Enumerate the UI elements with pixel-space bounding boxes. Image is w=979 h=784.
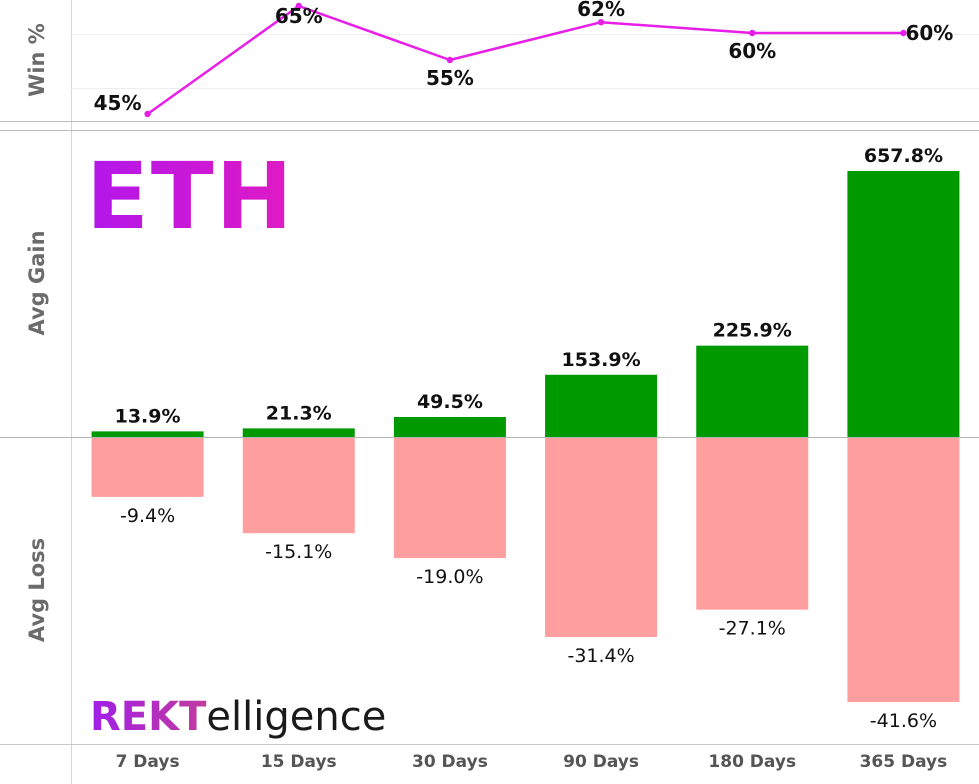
loss-bars	[91, 437, 960, 702]
loss-bar	[393, 437, 506, 559]
category-label: 180 Days	[708, 752, 796, 772]
gain-value-label: 49.5%	[417, 391, 483, 413]
gain-value-label: 225.9%	[713, 320, 792, 342]
gain-value-label: 153.9%	[562, 349, 641, 371]
gain-axis-title: Avg Gain	[25, 230, 49, 335]
gain-bar	[91, 431, 204, 437]
bar-labels: -9.4% 13.9% -15.1% 21.3% -19.0% 49.5% -31.4% 15…	[115, 145, 943, 732]
win-rate-point	[749, 29, 756, 37]
win-rate-point	[597, 19, 605, 26]
brand-suffix: elligence	[206, 694, 386, 740]
loss-value-label: -31.4%	[567, 645, 634, 667]
category-label: 365 Days	[860, 752, 948, 772]
loss-value-label: -19.0%	[416, 566, 483, 588]
win-rate-label: 45%	[94, 91, 142, 115]
category-label: 15 Days	[261, 752, 337, 772]
gain-value-label: 13.9%	[115, 405, 181, 427]
loss-value-label: -41.6%	[870, 710, 937, 732]
gain-value-label: 21.3%	[266, 402, 332, 424]
win-rate-point	[446, 56, 454, 64]
loss-value-label: -27.1%	[719, 618, 786, 640]
win-rate-point	[900, 29, 907, 37]
loss-bar	[696, 437, 809, 610]
loss-bar	[242, 437, 355, 534]
gain-bar	[545, 374, 658, 437]
loss-bar	[847, 437, 960, 702]
gain-value-label: 657.8%	[864, 145, 943, 167]
loss-bar	[91, 437, 204, 497]
loss-bar	[545, 437, 658, 638]
loss-axis-title: Avg Loss	[25, 538, 49, 642]
win-rate-label: 62%	[577, 0, 625, 21]
category-label: 90 Days	[563, 752, 639, 772]
win-rate-line: 45% 65% 55% 62% 60% 60%	[94, 0, 953, 118]
win-rate-polyline	[146, 4, 904, 116]
brand-prefix: REKT	[90, 694, 207, 740]
gain-bar	[242, 428, 355, 437]
win-rate-point	[295, 2, 302, 10]
category-label: 7 Days	[116, 752, 180, 772]
win-rate-point	[144, 110, 151, 118]
category-label: 30 Days	[412, 752, 488, 772]
gain-bar	[696, 345, 809, 437]
brand-logo: REKTelligence	[90, 694, 386, 740]
gain-bar	[393, 416, 506, 437]
gain-bar	[847, 171, 960, 437]
win-rate-label: 55%	[426, 66, 474, 90]
chart-title: ETH	[86, 143, 295, 250]
category-labels: 7 Days 15 Days 30 Days 90 Days 180 Days 365 D…	[116, 752, 948, 772]
win-rate-label: 60%	[728, 39, 776, 63]
win-rate-label: 65%	[275, 4, 323, 28]
loss-value-label: -9.4%	[120, 505, 175, 527]
win-axis-title: Win %	[25, 23, 49, 97]
gain-bars	[91, 171, 960, 437]
win-rate-label: 60%	[905, 21, 953, 45]
loss-value-label: -15.1%	[265, 541, 332, 563]
